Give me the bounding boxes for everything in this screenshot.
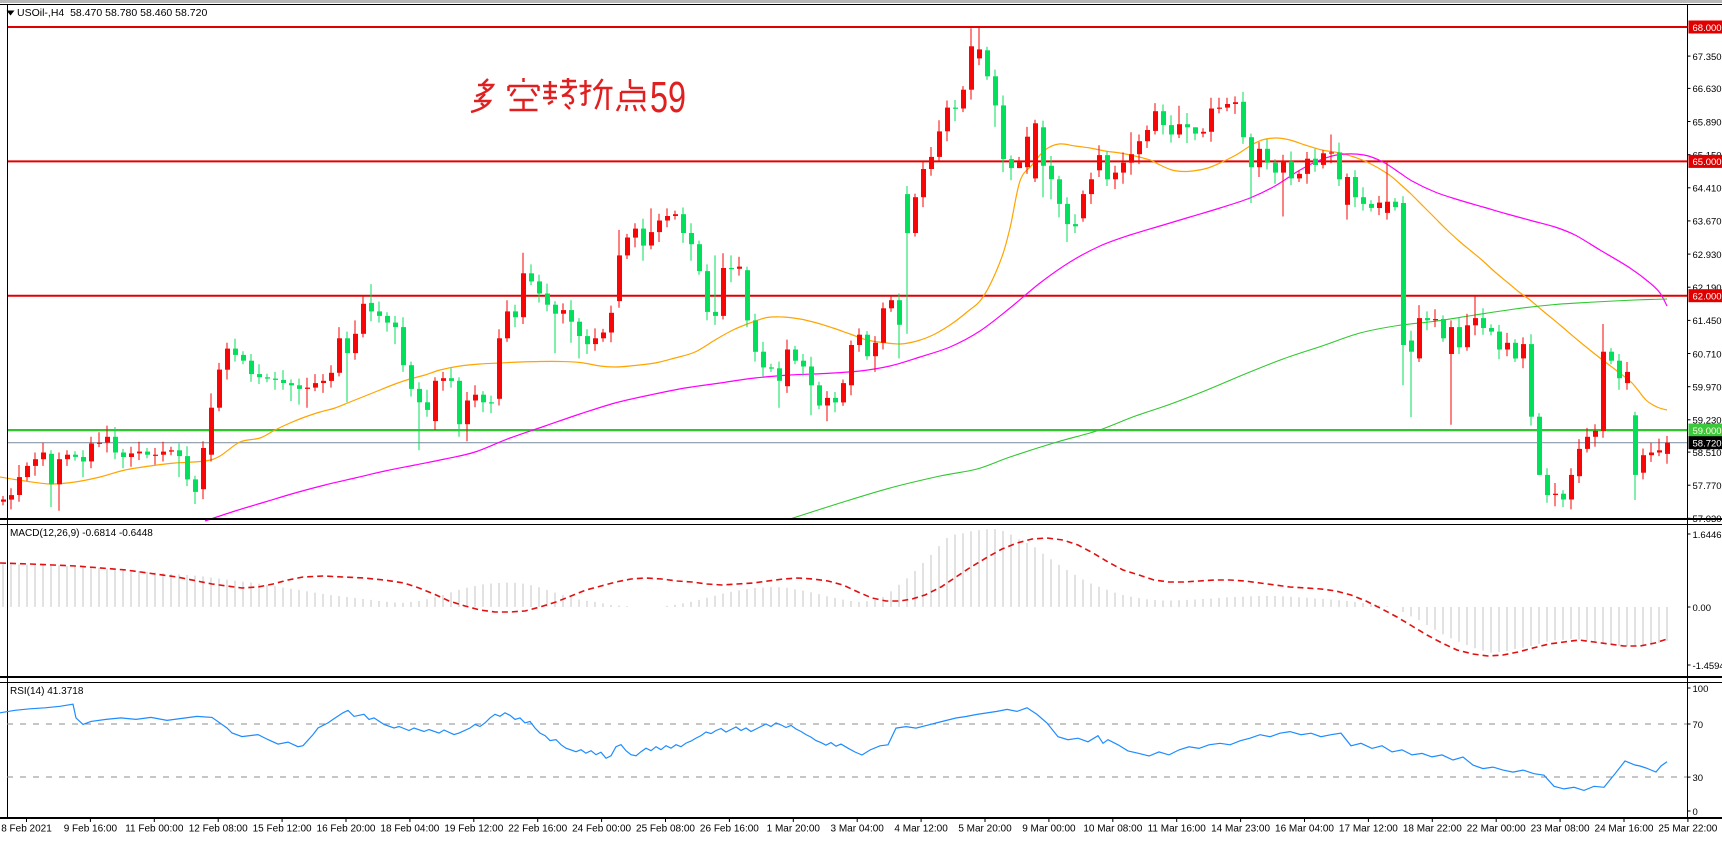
svg-text:RSI(14) 41.3718: RSI(14) 41.3718: [10, 686, 84, 697]
svg-text:8 Feb 2021: 8 Feb 2021: [1, 824, 52, 835]
svg-text:59.000: 59.000: [1693, 426, 1722, 437]
svg-text:USOil-,H4 58.470 58.780 58.46: USOil-,H4 58.470 58.780 58.460 58.720: [17, 7, 207, 19]
svg-text:58.510: 58.510: [1693, 448, 1722, 459]
svg-text:23 Mar 08:00: 23 Mar 08:00: [1531, 824, 1590, 835]
svg-text:62.000: 62.000: [1693, 292, 1722, 303]
svg-text:16 Mar 04:00: 16 Mar 04:00: [1275, 824, 1334, 835]
svg-text:19 Feb 12:00: 19 Feb 12:00: [444, 824, 503, 835]
svg-text:58.720: 58.720: [1693, 439, 1722, 450]
svg-text:10 Mar 08:00: 10 Mar 08:00: [1083, 824, 1142, 835]
svg-text:5 Mar 20:00: 5 Mar 20:00: [958, 824, 1012, 835]
svg-text:26 Feb 16:00: 26 Feb 16:00: [700, 824, 759, 835]
svg-text:22 Feb 16:00: 22 Feb 16:00: [508, 824, 567, 835]
svg-text:66.630: 66.630: [1693, 84, 1722, 95]
svg-text:24 Mar 16:00: 24 Mar 16:00: [1595, 824, 1654, 835]
svg-text:65.890: 65.890: [1693, 117, 1722, 128]
svg-text:67.350: 67.350: [1693, 52, 1722, 63]
svg-text:59: 59: [650, 73, 686, 122]
svg-text:100: 100: [1693, 684, 1709, 695]
svg-text:-1.4594: -1.4594: [1693, 661, 1722, 672]
svg-text:64.410: 64.410: [1693, 184, 1722, 195]
svg-text:60.710: 60.710: [1693, 349, 1722, 360]
svg-text:9 Feb 16:00: 9 Feb 16:00: [64, 824, 118, 835]
svg-text:57.030: 57.030: [1693, 514, 1722, 525]
svg-text:3 Mar 04:00: 3 Mar 04:00: [831, 824, 885, 835]
svg-text:11 Feb 00:00: 11 Feb 00:00: [125, 824, 184, 835]
svg-text:12 Feb 08:00: 12 Feb 08:00: [189, 824, 248, 835]
svg-text:65.000: 65.000: [1693, 157, 1722, 168]
svg-text:15 Feb 12:00: 15 Feb 12:00: [253, 824, 312, 835]
svg-text:0: 0: [1693, 807, 1698, 818]
svg-text:4 Mar 12:00: 4 Mar 12:00: [894, 824, 948, 835]
svg-text:63.670: 63.670: [1693, 217, 1722, 228]
svg-text:18 Mar 22:00: 18 Mar 22:00: [1403, 824, 1462, 835]
svg-text:25 Mar 22:00: 25 Mar 22:00: [1658, 824, 1717, 835]
svg-text:59.970: 59.970: [1693, 383, 1722, 394]
svg-text:61.450: 61.450: [1693, 316, 1722, 327]
svg-text:1.6446: 1.6446: [1693, 530, 1722, 541]
svg-text:68.000: 68.000: [1693, 23, 1722, 34]
svg-text:24 Feb 00:00: 24 Feb 00:00: [572, 824, 631, 835]
svg-text:25 Feb 08:00: 25 Feb 08:00: [636, 824, 695, 835]
svg-text:30: 30: [1693, 773, 1704, 784]
svg-text:70: 70: [1693, 720, 1704, 731]
svg-text:18 Feb 04:00: 18 Feb 04:00: [380, 824, 439, 835]
svg-text:9 Mar 00:00: 9 Mar 00:00: [1022, 824, 1076, 835]
svg-text:11 Mar 16:00: 11 Mar 16:00: [1148, 824, 1207, 835]
svg-text:0.00: 0.00: [1693, 603, 1712, 614]
svg-text:1 Mar 20:00: 1 Mar 20:00: [767, 824, 821, 835]
svg-text:22 Mar 00:00: 22 Mar 00:00: [1467, 824, 1526, 835]
svg-text:16 Feb 20:00: 16 Feb 20:00: [317, 824, 376, 835]
svg-text:17 Mar 12:00: 17 Mar 12:00: [1339, 824, 1398, 835]
svg-text:14 Mar 23:00: 14 Mar 23:00: [1211, 824, 1270, 835]
svg-text:MACD(12,26,9) -0.6814 -0.6448: MACD(12,26,9) -0.6814 -0.6448: [10, 528, 153, 539]
svg-text:62.930: 62.930: [1693, 250, 1722, 261]
svg-text:57.770: 57.770: [1693, 481, 1722, 492]
